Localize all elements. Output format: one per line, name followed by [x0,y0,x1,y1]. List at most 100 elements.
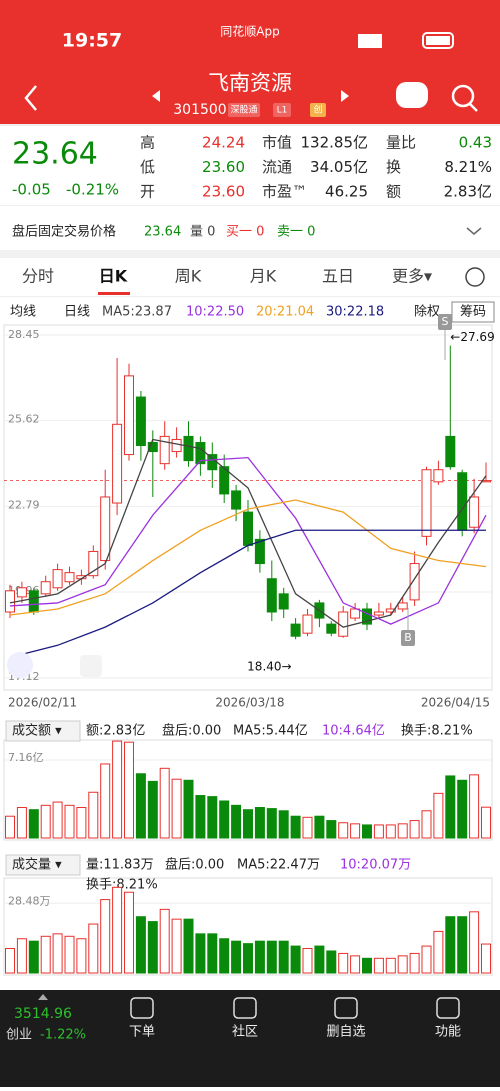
volume-bar [373,957,384,974]
volume-bar [100,763,111,839]
tab: 更多▾ [392,267,432,286]
candle-body [5,590,15,613]
candle-body [88,550,99,577]
volume-bar [135,773,146,839]
candle-body [350,608,361,619]
candle-body [159,435,170,465]
field-value: 2.83亿 [444,183,492,201]
candle-body [302,614,313,634]
volume-bar [302,948,313,974]
panel-legend: 换手:8.21% [401,724,473,739]
volume-bar [124,741,134,839]
ma-line [9,529,486,659]
volume-bar [183,779,194,839]
candle-body [457,472,468,531]
x-tick-label: 2026/02/11 [8,696,77,710]
up-arrow [38,994,48,1000]
back-button[interactable] [24,85,37,111]
ma-line [9,499,487,616]
volume-frame [3,877,493,976]
divider [0,250,500,258]
candle-body [385,608,396,613]
candle-body [326,623,337,634]
volume-bar [147,921,158,974]
status-time: 19:57 [62,30,122,52]
candle-body [183,435,194,462]
field-value: 0.43 [459,134,492,152]
index-change: -1.22% [40,1028,86,1043]
candle-body [171,438,182,453]
fullscreen-button [80,655,102,677]
panel-legend: 10:4.64亿 [322,724,385,739]
volume-bar [338,952,349,974]
volume-bar [64,935,75,974]
field-label: 市值 [262,134,292,152]
divider [0,296,500,297]
volume-bar [445,775,456,839]
candle-body [16,587,27,598]
candle-body [278,593,289,610]
candle-body [147,441,158,453]
badge: 创 [313,104,322,116]
volume-bar [100,899,111,974]
volume-bar [16,807,27,839]
candle-body [40,581,51,595]
tab: 月K [250,267,277,286]
tab: 周K [175,267,202,286]
nav-item[interactable]: 功能 [435,1025,461,1040]
volume-bar [266,808,277,839]
nav-item[interactable]: 下单 [129,1025,155,1040]
nav-item[interactable]: 删自选 [326,1025,365,1040]
panel-legend: MA5:5.44亿 [233,724,308,739]
ma-legend: 10:22.50 [186,305,244,320]
app-name: 同花顺App [220,24,279,39]
volume-bar [481,943,491,974]
field-label: 高 [140,134,155,152]
tab-underline [98,292,130,295]
nav-item[interactable]: 社区 [232,1024,258,1040]
expand-icon [466,227,482,235]
badge: L1 [277,106,288,116]
volume-bar [373,824,384,839]
field-value: 24.24 [202,134,245,152]
candle-body [266,578,277,613]
volume-bar [397,823,408,839]
volume-bar [385,824,396,839]
settings-icon[interactable] [465,267,485,287]
volume-bar [183,918,194,974]
volume-bar [231,940,242,974]
search-icon[interactable] [451,84,475,108]
panel-title: 成交量 ▾ [12,857,62,873]
volume-bar [243,809,253,839]
candle-body [207,454,218,471]
low-label: 18.40→ [247,660,291,674]
panel-legend: 换手:8.21% [86,878,158,893]
badge: 深股通 [230,105,257,116]
bottom-nav [0,990,500,1087]
volume-bar [326,950,337,974]
volume-bar [124,891,134,974]
volume-bar [171,778,182,839]
candle-body [469,496,480,528]
volume-bar [40,935,51,974]
volume-bar [171,918,182,974]
field-label: 额 [386,183,401,201]
search-icon [469,103,478,112]
candle-body [254,538,265,565]
field-label: 流通 [262,158,292,176]
panel-title: 成交额 ▾ [12,723,62,739]
battery [422,32,454,49]
candle-body [409,563,420,601]
volume-bar [159,908,170,974]
candle-body [362,608,372,625]
candle-body [52,569,63,589]
x-tick-label: 2026/03/18 [215,696,284,710]
candle-body [64,572,75,583]
badge [273,103,291,117]
volume-bar [350,955,361,974]
legend: 日线 [64,305,90,320]
volume-bar [338,822,349,839]
volume-bar [314,815,325,839]
button [451,301,495,323]
robot-icon[interactable] [396,82,428,108]
